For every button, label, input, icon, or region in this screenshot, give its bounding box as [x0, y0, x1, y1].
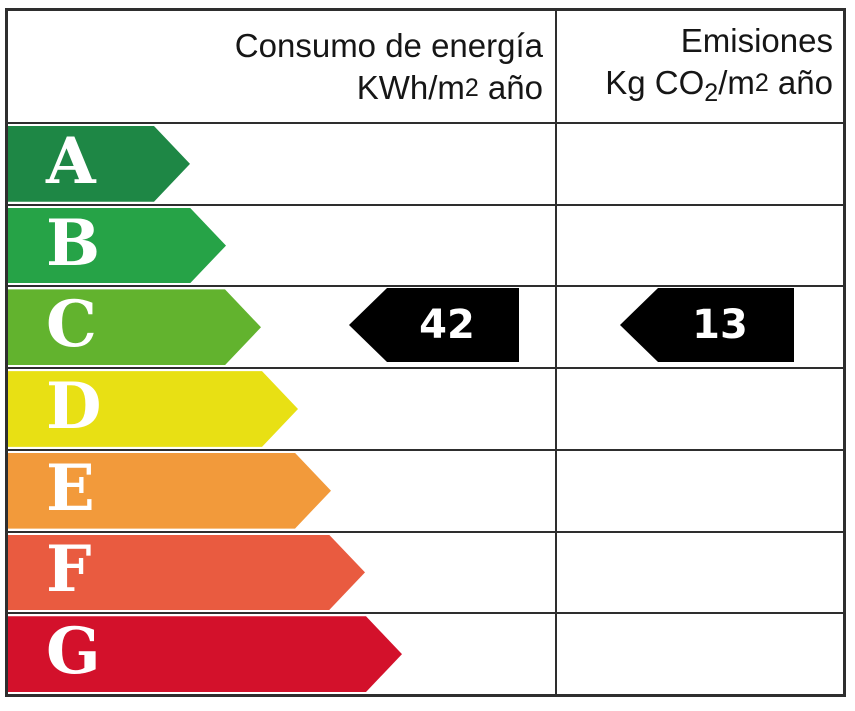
- rating-bar-f: F: [8, 535, 365, 611]
- rating-row-b-energy-cell: B: [8, 203, 555, 286]
- energy-header-cell: Consumo de energía KWh/m2 año: [8, 11, 555, 122]
- rating-row-f-emissions-cell: [555, 530, 843, 613]
- emissions-unit-post: año: [768, 63, 833, 101]
- emissions-column-title: Emisiones: [680, 21, 833, 59]
- emissions-value-arrow: 13: [620, 288, 794, 362]
- emissions-unit-exponent: 2: [754, 68, 769, 97]
- energy-column-title: Consumo de energía: [234, 26, 543, 64]
- rating-row-a-emissions-cell: [555, 122, 843, 204]
- rating-row-g-energy-cell: G: [8, 612, 555, 694]
- rating-row-c-energy-cell: C: [8, 285, 555, 367]
- rating-letter-f: F: [46, 532, 92, 608]
- rating-row-d-emissions-cell: [555, 367, 843, 449]
- rating-bar-a: A: [8, 126, 190, 202]
- rating-row-e-emissions-cell: [555, 448, 843, 531]
- rating-letter-g: G: [46, 614, 101, 690]
- energy-unit-post: año: [478, 68, 543, 106]
- rating-row-b-emissions-cell: [555, 203, 843, 286]
- energy-unit-pre: KWh/m: [356, 68, 465, 106]
- rating-bar-d: D: [8, 371, 298, 447]
- emissions-unit-pre: Kg CO: [605, 63, 705, 101]
- rating-letter-e: E: [46, 450, 95, 526]
- rating-letter-d: D: [46, 368, 102, 444]
- rating-row-a-energy-cell: A: [8, 122, 555, 204]
- rating-table: Consumo de energía KWh/m2 año Emisiones …: [5, 8, 846, 697]
- emissions-header-cell: Emisiones Kg CO2/m2 año: [555, 11, 843, 122]
- rating-row-f-energy-cell: F: [8, 530, 555, 613]
- rating-row-g-emissions-cell: [555, 612, 843, 694]
- rating-letter-b: B: [46, 205, 101, 281]
- rating-bar-c: C: [8, 289, 261, 365]
- energy-column-unit: KWh/m2 año: [357, 67, 543, 109]
- rating-row-e-energy-cell: E: [8, 448, 555, 531]
- emissions-unit-subscript: 2: [704, 78, 719, 107]
- rating-letter-c: C: [46, 287, 97, 363]
- rating-letter-a: A: [46, 123, 96, 199]
- energy-value: 42: [419, 302, 475, 348]
- emissions-unit-mid: /m: [718, 63, 755, 101]
- emissions-value: 13: [692, 302, 748, 348]
- rating-bar-e: E: [8, 453, 331, 529]
- rating-bar-g: G: [8, 616, 402, 692]
- rating-row-d-energy-cell: D: [8, 367, 555, 449]
- energy-value-arrow: 42: [349, 288, 519, 362]
- rating-bar-b: B: [8, 208, 226, 284]
- energy-unit-exponent: 2: [464, 73, 479, 102]
- rating-row-c-emissions-cell: [555, 285, 843, 368]
- emissions-column-unit: Kg CO2/m2 año: [605, 62, 833, 114]
